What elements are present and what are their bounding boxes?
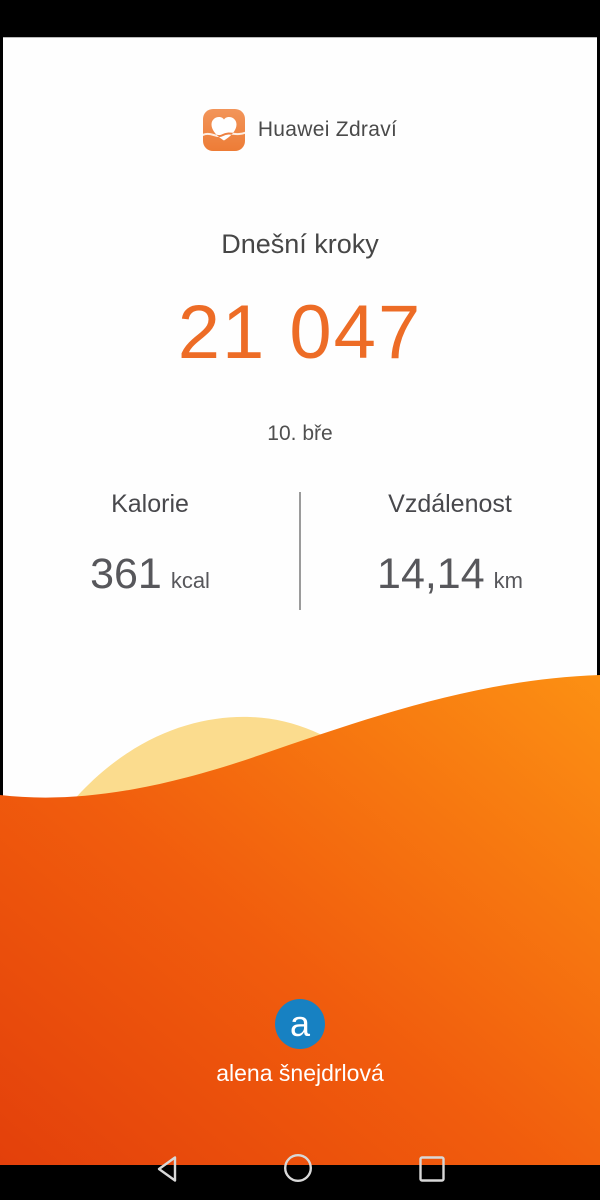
stat-distance-value-line: 14,14 km: [300, 550, 600, 599]
stat-distance-label: Vzdálenost: [388, 490, 512, 518]
page-title: Dnešní kroky: [221, 229, 379, 259]
navigation-bar: [0, 1165, 600, 1200]
stat-calories: Kalorie 361 kcal: [0, 490, 300, 599]
user-name: alena šnejdrlová: [216, 1060, 384, 1086]
stat-distance: Vzdálenost 14,14 km: [300, 490, 600, 599]
stat-calories-value: 361: [90, 550, 162, 598]
app-name: Huawei Zdraví: [257, 118, 398, 141]
huawei-health-heart-icon: [200, 109, 248, 151]
home-icon[interactable]: [283, 1153, 313, 1188]
app-header: Huawei Zdraví: [0, 109, 600, 151]
status-bar: [0, 0, 600, 37]
stat-distance-value: 14,14: [377, 550, 485, 598]
stat-calories-value-line: 361 kcal: [0, 550, 300, 599]
stat-calories-label: Kalorie: [111, 490, 189, 518]
stat-calories-unit: kcal: [170, 568, 210, 593]
recents-icon[interactable]: [418, 1155, 446, 1188]
back-icon[interactable]: [156, 1155, 178, 1188]
steps-value: 21 047: [177, 290, 423, 375]
orange-wave-shape: [0, 675, 600, 1165]
stats-row: Kalorie 361 kcal Vzdálenost 14,14 km: [0, 490, 600, 599]
avatar-letter: a: [289, 1003, 311, 1044]
wave-graphic: [0, 675, 600, 1165]
stat-distance-unit: km: [493, 568, 523, 593]
avatar: a: [275, 999, 325, 1049]
date-label: 10. bře: [267, 422, 333, 445]
stats-divider: [299, 492, 301, 610]
